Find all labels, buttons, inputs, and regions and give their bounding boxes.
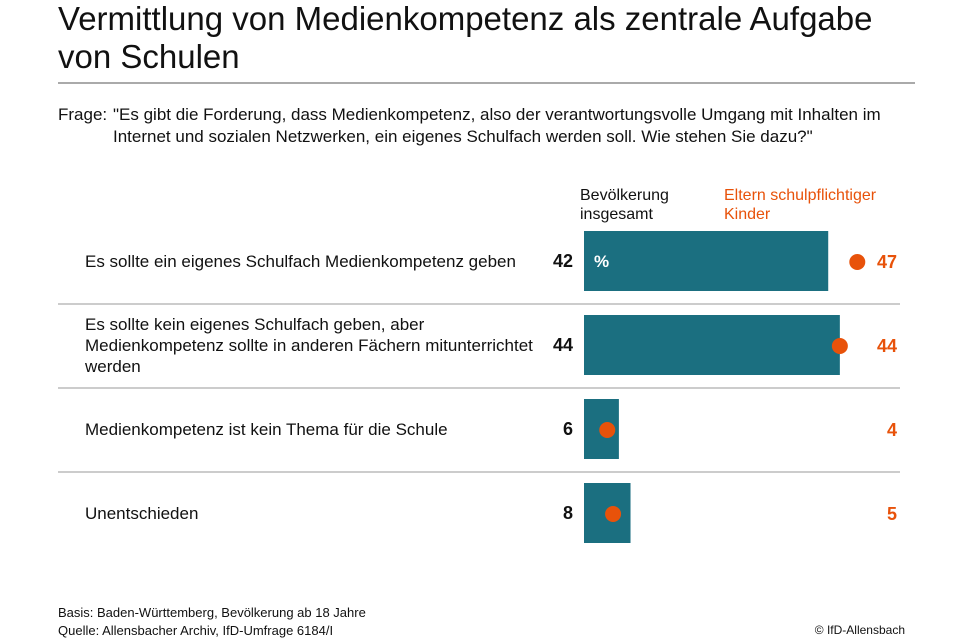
value-label: 5 xyxy=(886,504,897,524)
category-label: Es sollte ein eigenes Schulfach Medienko… xyxy=(85,251,516,271)
value-label: 8 xyxy=(562,503,573,523)
copyright: © IfD-Allensbach xyxy=(814,623,905,637)
bar xyxy=(584,315,840,375)
dot xyxy=(599,422,616,438)
unit-label: % xyxy=(594,252,609,271)
bar xyxy=(584,231,829,291)
legend-entry: Eltern schulpflichtiger Kinder xyxy=(724,187,877,223)
dot xyxy=(605,506,622,522)
category-label: Es sollte kein eigenes Schulfach geben, … xyxy=(85,314,533,376)
value-label: 47 xyxy=(876,252,897,272)
footnote: Basis: Baden-Württemberg, Bevölkerung ab… xyxy=(58,605,366,620)
value-label: 44 xyxy=(552,335,573,355)
dot xyxy=(831,338,848,354)
value-label: 4 xyxy=(886,420,897,440)
question-label: Frage: xyxy=(58,105,108,124)
chart-title: Vermittlung von Medienkompetenz als zent… xyxy=(58,0,873,75)
value-label: 42 xyxy=(552,251,573,271)
footnote: Quelle: Allensbacher Archiv, IfD-Umfrage… xyxy=(58,623,334,638)
dot xyxy=(849,254,866,270)
category-label: Medienkompetenz ist kein Thema für die S… xyxy=(85,419,448,439)
legend-entry: Bevölkerung insgesamt xyxy=(580,187,669,223)
value-label: 44 xyxy=(876,336,897,356)
category-label: Unentschieden xyxy=(85,503,199,523)
question: "Es gibt die Forderung, dass Medienkompe… xyxy=(113,105,881,146)
value-label: 6 xyxy=(562,419,573,439)
